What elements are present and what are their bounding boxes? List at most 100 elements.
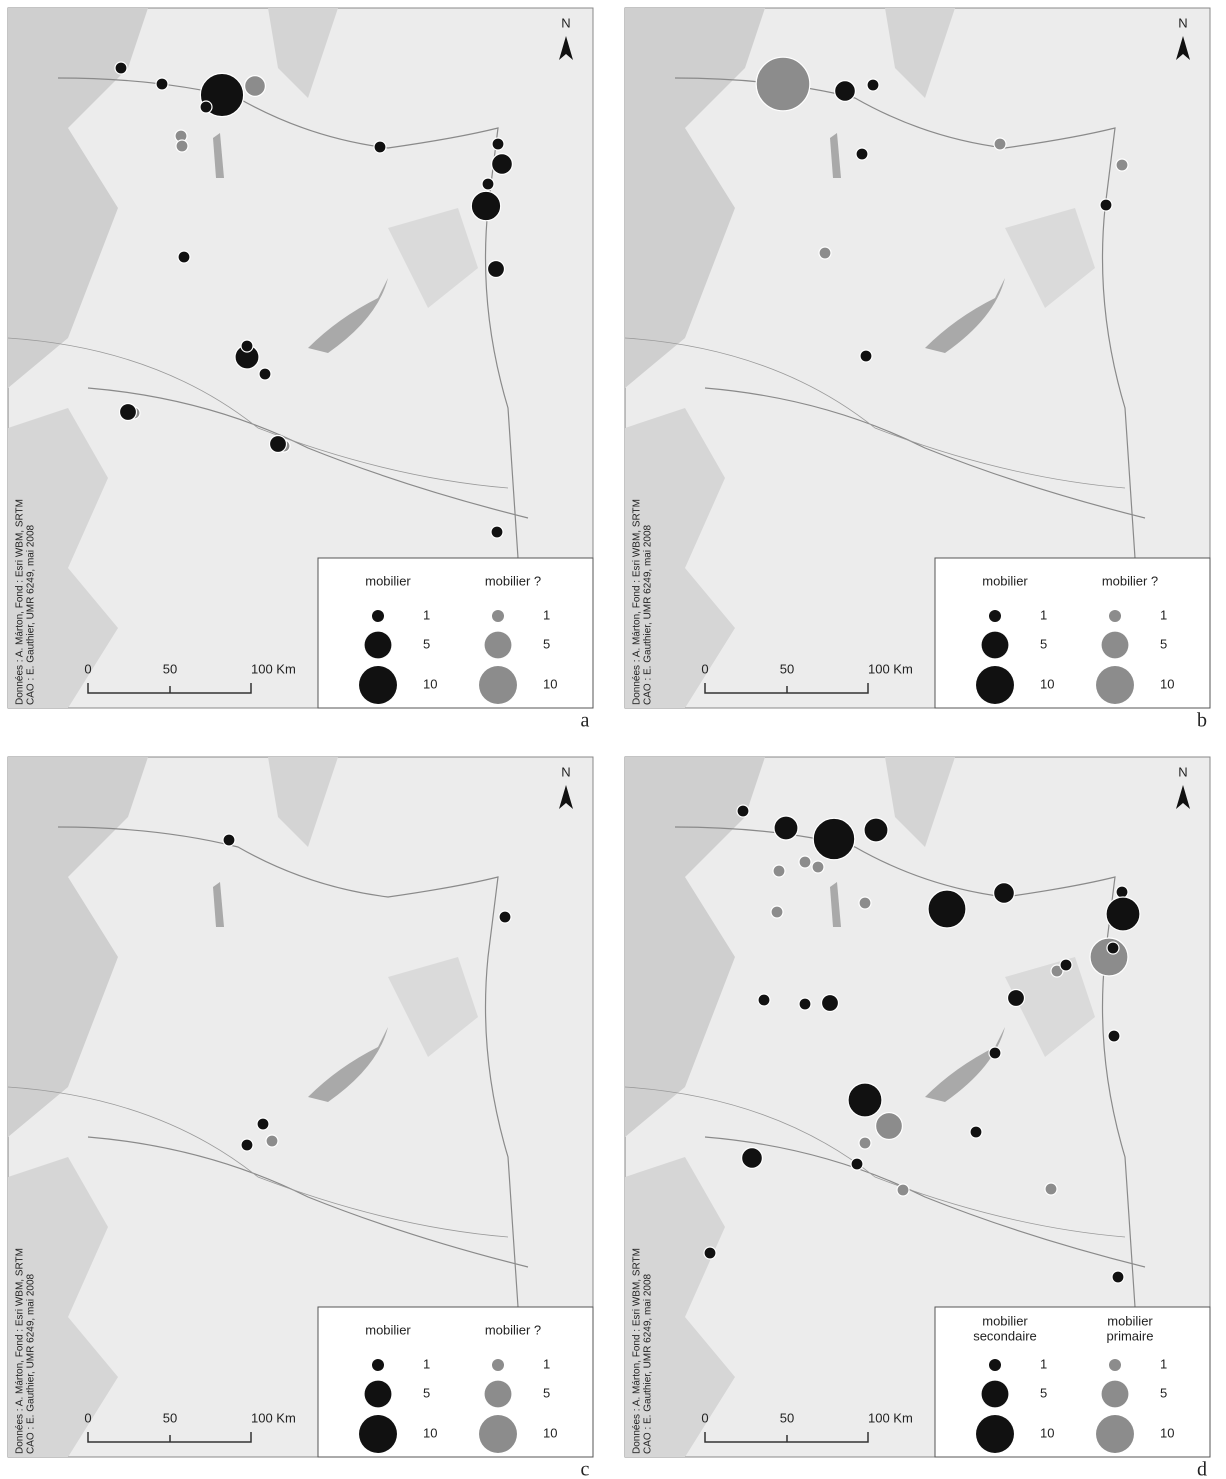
- legend-symbol: [365, 1381, 392, 1408]
- site-mobilier-q: [859, 1137, 871, 1149]
- site-mobilier: [994, 883, 1015, 904]
- site-mobilier: [970, 1126, 982, 1138]
- credit: Données : A. Márton, Fond : Esri WBM, SR…: [15, 499, 26, 705]
- legend-symbol: [989, 1359, 1001, 1371]
- legend-value: 10: [1040, 676, 1054, 691]
- legend-value: 10: [1160, 676, 1174, 691]
- legend-value: 10: [1160, 1425, 1174, 1440]
- legend-value: 10: [1040, 1425, 1054, 1440]
- site-mobilier: [867, 79, 879, 91]
- site-mobilier: [223, 834, 235, 846]
- site-mobilier: [989, 1047, 1001, 1059]
- legend-heading: mobilier ?: [1102, 573, 1158, 588]
- legend: mobiliersecondairemobilierprimaire151015…: [935, 1307, 1210, 1457]
- site-mobilier: [1008, 990, 1025, 1007]
- legend-symbol: [1096, 1415, 1134, 1453]
- scale-label: 0: [701, 661, 708, 676]
- legend-value: 5: [543, 1385, 550, 1400]
- site-mobilier: [1100, 199, 1112, 211]
- credit: CAO : E. Gauthier, UMR 6249, mai 2008: [26, 1273, 37, 1454]
- legend-value: 10: [543, 676, 557, 691]
- site-mobilier: [492, 154, 513, 175]
- legend-symbol: [989, 610, 1001, 622]
- map-panel: N Données : A. Márton, Fond : Esri WBM, S…: [8, 757, 593, 1457]
- site-mobilier: [704, 1247, 716, 1259]
- scale-label: 50: [780, 1410, 794, 1425]
- credit: CAO : E. Gauthier, UMR 6249, mai 2008: [26, 524, 37, 705]
- legend-heading: mobilier: [365, 1322, 411, 1337]
- legend-value: 5: [1160, 1385, 1167, 1400]
- site-mobilier: [813, 818, 855, 860]
- panel-letter: d: [1197, 1459, 1207, 1479]
- site-mobilier: [482, 178, 494, 190]
- legend-symbol: [365, 632, 392, 659]
- legend-heading: mobilier ?: [485, 573, 541, 588]
- figure: N Données : A. Márton, Fond : Esri WBM, S…: [0, 0, 1226, 1479]
- legend-heading: primaire: [1107, 1328, 1154, 1343]
- legend-value: 10: [423, 676, 437, 691]
- credit: CAO : E. Gauthier, UMR 6249, mai 2008: [643, 1273, 654, 1454]
- legend-value: 5: [423, 636, 430, 651]
- north-label: N: [1178, 15, 1187, 30]
- site-mobilier: [758, 994, 770, 1006]
- site-mobilier: [928, 890, 966, 928]
- legend-symbol: [485, 632, 512, 659]
- site-mobilier: [491, 526, 503, 538]
- legend-value: 5: [423, 1385, 430, 1400]
- site-mobilier: [835, 81, 856, 102]
- legend-value: 1: [1040, 1356, 1047, 1371]
- site-mobilier: [822, 995, 839, 1012]
- site-mobilier: [856, 148, 868, 160]
- site-mobilier: [241, 340, 253, 352]
- site-mobilier-q: [819, 247, 831, 259]
- site-mobilier-q: [756, 57, 810, 111]
- legend-value: 5: [543, 636, 550, 651]
- legend-value: 5: [1160, 636, 1167, 651]
- legend-symbol: [982, 1381, 1009, 1408]
- site-mobilier: [860, 350, 872, 362]
- site-mobilier: [742, 1148, 763, 1169]
- legend-symbol: [1096, 666, 1134, 704]
- north-label: N: [561, 764, 570, 779]
- scale-label: 100 Km: [251, 1410, 296, 1425]
- legend-value: 1: [1040, 607, 1047, 622]
- north-label: N: [1178, 764, 1187, 779]
- site-mobilier: [259, 368, 271, 380]
- legend-value: 5: [1040, 1385, 1047, 1400]
- site-mobilier: [120, 404, 137, 421]
- panel-letter: b: [1197, 710, 1207, 732]
- legend-symbol: [1109, 610, 1121, 622]
- legend-symbol: [359, 666, 397, 704]
- legend-heading: mobilier: [1107, 1313, 1153, 1328]
- site-mobilier-q: [859, 897, 871, 909]
- legend-heading: mobilier: [982, 573, 1028, 588]
- legend-value: 1: [1160, 1356, 1167, 1371]
- site-mobilier: [799, 998, 811, 1010]
- site-mobilier: [851, 1158, 863, 1170]
- site-mobilier: [488, 261, 505, 278]
- site-mobilier: [156, 78, 168, 90]
- credit: Données : A. Márton, Fond : Esri WBM, SR…: [15, 1248, 26, 1454]
- site-mobilier: [200, 101, 212, 113]
- site-mobilier: [1106, 897, 1140, 931]
- site-mobilier-q: [1116, 159, 1128, 171]
- scale-label: 50: [163, 1410, 177, 1425]
- scale-label: 100 Km: [868, 1410, 913, 1425]
- scale-label: 100 Km: [868, 661, 913, 676]
- legend-symbol: [976, 666, 1014, 704]
- panel-letter: c: [581, 1459, 590, 1479]
- scale-label: 0: [84, 1410, 91, 1425]
- legend-value: 1: [543, 607, 550, 622]
- site-mobilier: [178, 251, 190, 263]
- site-mobilier-q: [266, 1135, 278, 1147]
- scale-label: 0: [701, 1410, 708, 1425]
- site-mobilier: [864, 818, 888, 842]
- legend-symbol: [479, 1415, 517, 1453]
- legend-value: 5: [1040, 636, 1047, 651]
- site-mobilier: [1116, 886, 1128, 898]
- site-mobilier: [1060, 959, 1072, 971]
- legend-symbol: [359, 1415, 397, 1453]
- site-mobilier: [270, 436, 287, 453]
